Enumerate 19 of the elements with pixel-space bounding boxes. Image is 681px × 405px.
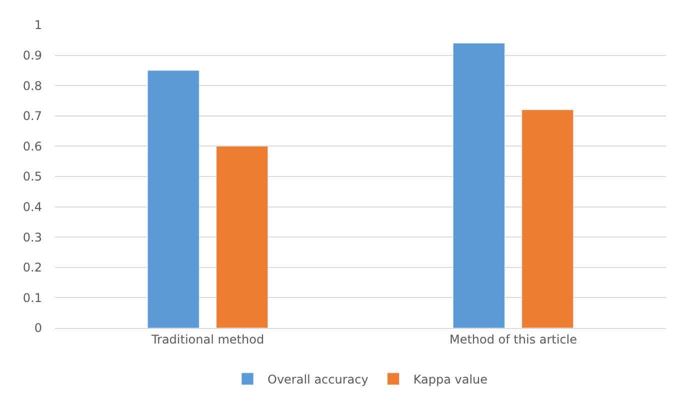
x-tick-label: Traditional method — [150, 332, 264, 346]
y-tick-label: 0 — [34, 321, 42, 336]
y-tick-label: 0.1 — [22, 290, 42, 305]
y-tick-label: 0.3 — [22, 230, 42, 244]
y-tick-label: 0.8 — [22, 78, 42, 93]
bar — [522, 110, 574, 328]
legend-label: Overall accuracy — [268, 372, 368, 387]
bar — [216, 146, 268, 328]
legend-label: Kappa value — [413, 372, 488, 387]
y-tick-label: 0.9 — [22, 48, 42, 62]
y-tick-label: 0.4 — [22, 200, 42, 214]
bar — [147, 70, 200, 328]
y-tick-label: 0.6 — [22, 139, 42, 154]
y-tick-label: 1 — [34, 18, 42, 32]
y-tick-label: 0.5 — [22, 170, 42, 184]
y-tick-label: 0.7 — [22, 109, 42, 124]
y-tick-label: 0.2 — [22, 260, 42, 275]
bar — [452, 42, 505, 328]
x-tick-label: Method of this article — [449, 332, 578, 346]
